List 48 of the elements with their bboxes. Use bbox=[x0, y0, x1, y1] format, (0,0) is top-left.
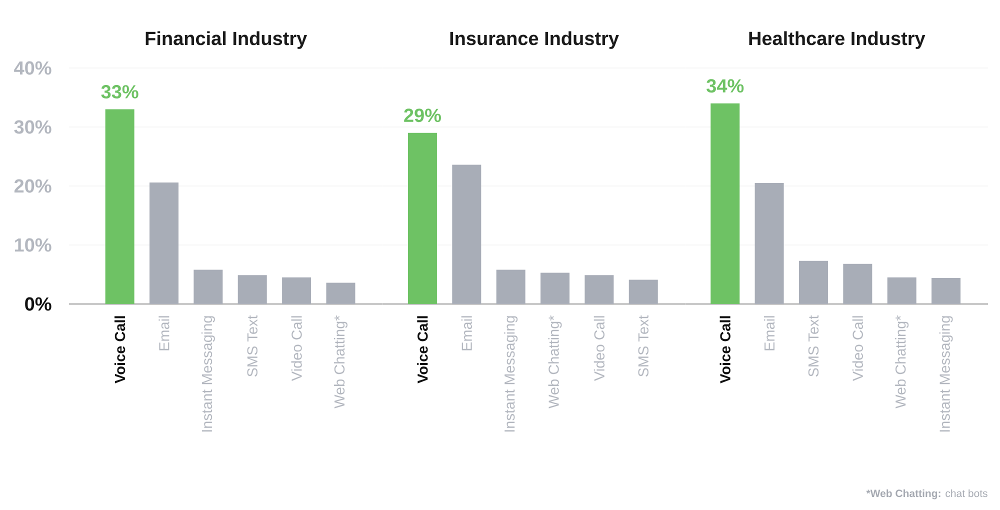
x-tick-label: Email bbox=[158, 316, 170, 350]
chart-title: Healthcare Industry bbox=[749, 31, 926, 49]
text: *Web Chatting: chat bots bbox=[866, 489, 988, 500]
bar bbox=[843, 264, 872, 304]
bar bbox=[150, 182, 178, 304]
y-tick-label: 30% bbox=[14, 120, 52, 134]
bar bbox=[887, 277, 916, 304]
data-label: 34% bbox=[706, 79, 744, 93]
x-tick-label: Voice Call bbox=[114, 316, 126, 384]
x-tick-label: Web Chatting* bbox=[548, 315, 562, 408]
bar bbox=[326, 282, 356, 304]
x-tick-label: Instant Messaging bbox=[201, 316, 215, 432]
x-tick-label: Email bbox=[764, 316, 775, 350]
y-tick-label: 0% bbox=[25, 297, 52, 311]
x-tick-label: SMS Text bbox=[247, 315, 258, 377]
x-tick-label: Video Call bbox=[291, 316, 302, 381]
bar bbox=[105, 109, 134, 304]
bar bbox=[710, 103, 740, 304]
bar bbox=[408, 132, 437, 304]
x-tick-label: Video Call bbox=[594, 316, 605, 381]
bar bbox=[584, 275, 614, 304]
x-tick-label: SMS Text bbox=[638, 315, 649, 377]
x-tick-label: Web Chatting* bbox=[895, 315, 909, 408]
bar bbox=[932, 278, 961, 304]
y-tick-label: 20% bbox=[14, 179, 52, 193]
chart-title: Insurance Industry bbox=[450, 31, 619, 49]
data-label: 33% bbox=[101, 85, 138, 99]
bar bbox=[540, 272, 570, 304]
x-tick-label: Instant Messaging bbox=[504, 316, 518, 432]
x-tick-label: Video Call bbox=[852, 316, 863, 381]
x-tick-label: Voice Call bbox=[417, 316, 428, 384]
y-tick-label: 40% bbox=[14, 61, 52, 75]
bar bbox=[798, 260, 828, 304]
x-tick-label: Email bbox=[461, 316, 472, 350]
bar bbox=[238, 275, 267, 304]
x-tick-label: Voice Call bbox=[720, 316, 730, 384]
bar bbox=[282, 277, 312, 304]
x-tick-label: Instant Messaging bbox=[939, 316, 953, 432]
bar bbox=[452, 164, 482, 304]
chart-title: Financial Industry bbox=[146, 31, 308, 49]
x-tick-label: SMS Text bbox=[808, 315, 819, 377]
bar bbox=[628, 280, 658, 304]
data-label: 29% bbox=[404, 108, 441, 122]
bar bbox=[194, 270, 223, 304]
y-tick-label: 10% bbox=[14, 238, 52, 252]
bar bbox=[496, 270, 526, 304]
x-tick-label: Web Chatting* bbox=[334, 315, 348, 408]
bar bbox=[754, 183, 784, 304]
